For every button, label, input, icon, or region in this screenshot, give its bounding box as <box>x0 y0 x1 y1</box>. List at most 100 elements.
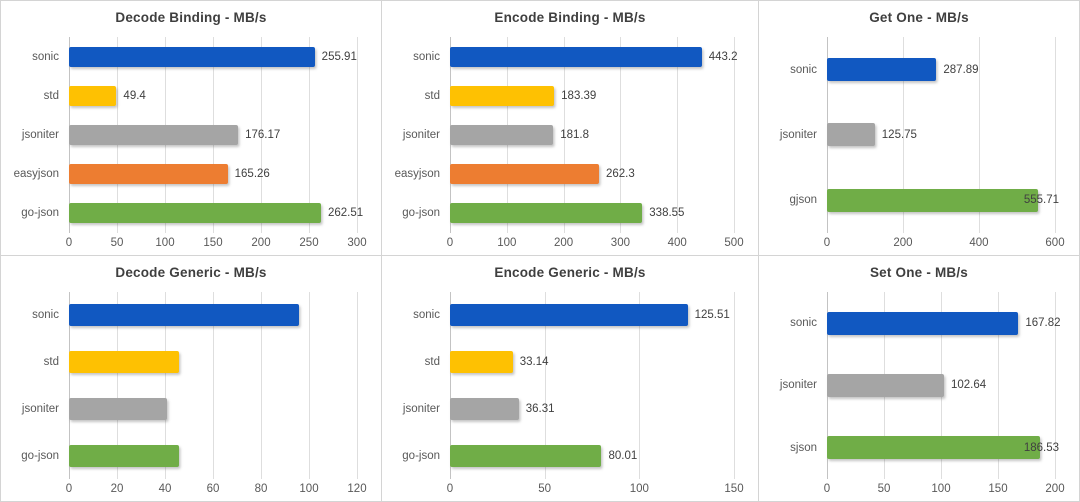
bar-value-label: 262.3 <box>605 168 635 181</box>
bar-sonic <box>69 304 300 327</box>
x-tick-label: 120 <box>347 483 367 495</box>
bar-sonic <box>450 46 702 67</box>
bar-std <box>450 351 513 374</box>
x-tick-label: 0 <box>446 237 454 249</box>
bar-row: gjson 555.71 <box>790 168 1059 233</box>
bar-go-json <box>450 444 602 467</box>
gridline <box>309 292 310 479</box>
chart-panel-get-one: Get One - MB/s sonic 287.89 jsoniter 125.75… <box>759 1 1079 255</box>
bar-value-label: 49.4 <box>123 89 146 102</box>
gridline <box>734 292 735 479</box>
x-axis: 0 100 200 300 400 500 <box>446 233 744 252</box>
x-tick-label: 0 <box>823 237 831 249</box>
bar-value-label: 186.53 <box>1023 441 1059 454</box>
bar-go-json <box>450 203 643 224</box>
gridline <box>902 37 904 233</box>
gridline <box>677 37 679 233</box>
category-label: std <box>43 356 59 369</box>
category-label: go-json <box>402 449 440 462</box>
x-tick-label: 500 <box>724 237 744 249</box>
bar-row: sonic 125.51 <box>413 292 734 339</box>
x-tick-label: 150 <box>724 483 744 495</box>
chart-plot-wrap: sonic 287.89 jsoniter 125.75 gjson 555.71 0 20… <box>759 31 1079 255</box>
category-label: go-json <box>21 207 59 220</box>
chart-panel-decode-generic: Decode Generic - MB/s sonic std jsoniter go… <box>1 256 381 501</box>
x-axis: 0 50 100 150 <box>446 479 744 498</box>
gridline <box>978 37 980 233</box>
gridline <box>563 37 565 233</box>
bar-jsoniter <box>450 397 519 420</box>
category-label: sonic <box>32 309 59 322</box>
category-label: jsoniter <box>779 379 817 392</box>
x-tick-label: 0 <box>446 483 454 495</box>
plot-area: sonic 287.89 jsoniter 125.75 gjson 555.71 <box>780 37 1059 233</box>
gridline <box>357 37 358 233</box>
bar-row: go-json 338.55 <box>402 194 734 233</box>
x-axis: 0 50 100 150 200 250 300 <box>65 233 367 252</box>
x-tick-label: 100 <box>497 237 517 249</box>
gridline <box>261 292 262 479</box>
bar-row: std 33.14 <box>425 339 734 386</box>
bar-value-label: 80.01 <box>608 449 638 462</box>
x-axis: 0 20 40 60 80 100 120 <box>65 479 367 498</box>
bar-go-json <box>69 203 321 224</box>
chart-title-encode-binding: Encode Binding - MB/s <box>494 10 646 25</box>
bar-row: std 49.4 <box>44 76 357 115</box>
gridline <box>620 37 622 233</box>
x-axis: 0 200 400 600 <box>823 233 1065 252</box>
bar-value-label: 181.8 <box>560 128 590 141</box>
gridline <box>734 37 735 233</box>
bar-value-label: 443.2 <box>708 50 738 63</box>
bar-sonic <box>827 311 1019 335</box>
x-tick-label: 400 <box>969 237 989 249</box>
chart-panel-encode-binding: Encode Binding - MB/s sonic 443.2 std 183.3… <box>382 1 758 255</box>
category-label: sjson <box>790 441 817 454</box>
x-tick-label: 0 <box>65 237 73 249</box>
bar-row: sonic 287.89 <box>790 37 1055 102</box>
bar-row: sonic 443.2 <box>413 37 738 76</box>
category-label: easyjson <box>394 168 440 181</box>
chart-panel-encode-generic: Encode Generic - MB/s sonic 125.51 std 33.1… <box>382 256 758 501</box>
chart-title-get-one: Get One - MB/s <box>869 10 969 25</box>
x-tick-label: 20 <box>110 483 124 495</box>
chart-panel-set-one: Set One - MB/s sonic 167.82 jsoniter 102.64… <box>759 256 1079 501</box>
x-axis: 0 50 100 150 200 <box>823 479 1065 498</box>
bar-row: sonic 167.82 <box>790 292 1061 354</box>
x-tick-label: 0 <box>823 483 831 495</box>
bar-jsoniter <box>450 124 554 145</box>
x-tick-label: 60 <box>206 483 220 495</box>
y-axis-line <box>450 292 451 479</box>
x-tick-label: 250 <box>299 237 319 249</box>
y-axis-line <box>69 292 70 479</box>
x-tick-label: 200 <box>554 237 574 249</box>
x-tick-label: 400 <box>667 237 687 249</box>
bar-row: go-json <box>21 432 357 479</box>
category-label: std <box>424 356 440 369</box>
category-label: sonic <box>790 317 817 330</box>
x-tick-label: 0 <box>65 483 73 495</box>
gridline <box>117 292 118 479</box>
gridline <box>998 292 999 479</box>
bar-easyjson <box>450 164 599 185</box>
bar-row: sjson 186.53 <box>790 417 1059 479</box>
gridline <box>309 37 310 233</box>
x-tick-label: 40 <box>158 483 172 495</box>
bar-sonic <box>450 304 688 327</box>
x-tick-label: 300 <box>610 237 630 249</box>
bar-sonic <box>69 46 315 67</box>
bar-row: sonic <box>32 292 357 339</box>
chart-plot-wrap: sonic 443.2 std 183.39 jsoniter 181.8 easyjson… <box>382 31 758 255</box>
bar-value-label: 255.91 <box>321 50 357 63</box>
gridline <box>261 37 262 233</box>
bar-value-label: 167.82 <box>1025 317 1061 330</box>
category-label: sonic <box>413 50 440 63</box>
gridline <box>213 292 214 479</box>
bar-sjson <box>827 436 1040 460</box>
x-tick-label: 300 <box>347 237 367 249</box>
chart-plot-wrap: sonic 255.91 std 49.4 jsoniter 176.17 easyjson… <box>1 31 381 255</box>
category-label: std <box>424 89 440 102</box>
gridline <box>639 292 641 479</box>
category-label: gjson <box>789 194 818 207</box>
category-label: jsoniter <box>402 402 440 415</box>
bar-gjson <box>827 188 1039 212</box>
